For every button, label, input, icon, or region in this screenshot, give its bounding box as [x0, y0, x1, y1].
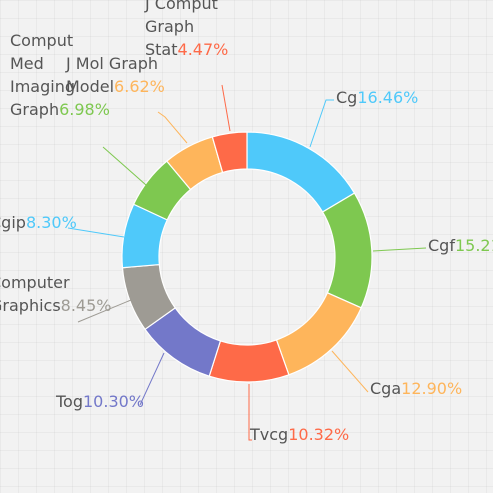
label-name-line: Stat: [145, 40, 178, 59]
label-cg: Cg16.46%: [336, 88, 418, 107]
label-name-line: Tog: [55, 392, 83, 411]
label-name-line: Cgf: [428, 236, 455, 255]
label-percent: 6.98%: [59, 100, 110, 119]
label-name-line: Cgip: [0, 213, 26, 232]
label-percent: 10.32%: [288, 425, 349, 444]
slice-cgf[interactable]: [323, 193, 372, 308]
label-j-mol-graph-model: J Mol Graph Model6.62%: [65, 54, 165, 96]
label-name-line: Comput: [10, 31, 73, 50]
leader-line-j-mol-graph-model: [158, 112, 187, 143]
label-percent: 16.46%: [357, 88, 418, 107]
label-name-line: Graphics: [0, 296, 61, 315]
label-name-line: Med: [10, 54, 44, 73]
label-name-line: Cga: [370, 379, 401, 398]
label-percent: 15.21%: [455, 236, 493, 255]
label-tvcg: Tvcg10.32%: [249, 425, 349, 444]
leader-line-j-comput-graph-stat: [222, 85, 230, 131]
label-percent: 6.62%: [114, 77, 165, 96]
label-name-line: Tvcg: [249, 425, 288, 444]
label-percent: 8.30%: [26, 213, 77, 232]
label-percent: 8.45%: [61, 296, 112, 315]
leader-line-comput-med-imaging-graph: [103, 147, 146, 185]
label-cga: Cga12.90%: [370, 379, 462, 398]
label-comput-med-imaging-graph: Comput Med Imaging Graph6.98%: [10, 31, 110, 119]
label-name-line: Cg: [336, 88, 357, 107]
label-j-comput-graph-stat: J Comput Graph Stat4.47%: [144, 0, 228, 59]
label-name-line: Computer: [0, 273, 70, 292]
chart-slices: [122, 132, 372, 382]
label-percent: 4.47%: [178, 40, 229, 59]
slice-cga[interactable]: [276, 293, 361, 375]
label-percent: 10.30%: [83, 392, 144, 411]
label-name-line: Model: [66, 77, 114, 96]
label-cgip: Cgip8.30%: [0, 213, 77, 232]
leader-line-cgf: [373, 248, 426, 251]
leader-line-cga: [332, 351, 368, 392]
slice-cg[interactable]: [247, 132, 354, 212]
leader-line-cg: [310, 100, 334, 147]
slice-tvcg[interactable]: [209, 340, 289, 382]
label-name-line: J Comput: [144, 0, 218, 13]
label-name-line: Graph: [10, 100, 59, 119]
label-percent: 12.90%: [401, 379, 462, 398]
label-tog: Tog10.30%: [55, 392, 144, 411]
label-cgf: Cgf15.21%: [428, 236, 493, 255]
label-name-line: Graph: [145, 17, 194, 36]
label-computer-graphics: Computer Graphics8.45%: [0, 273, 111, 315]
